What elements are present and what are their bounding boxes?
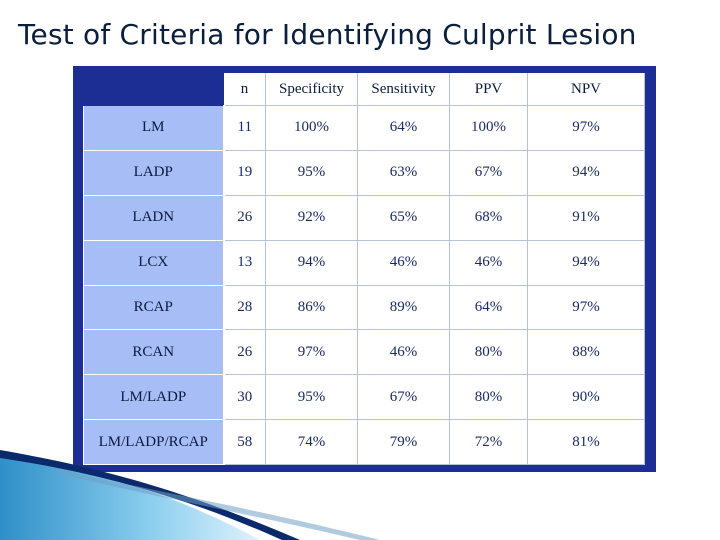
cell-n: 28	[223, 284, 266, 331]
cell-npv: 97%	[527, 284, 645, 331]
table-row: RCAP 28 86% 89% 64% 97%	[83, 284, 645, 331]
cell-sensitivity: 46%	[357, 329, 450, 376]
cell-sensitivity: 89%	[357, 284, 450, 331]
cell-ppv: 64%	[449, 284, 528, 331]
cell-n: 19	[223, 149, 266, 196]
cell-specificity: 74%	[265, 419, 358, 465]
cell-specificity: 92%	[265, 194, 358, 241]
cell-specificity: 95%	[265, 149, 358, 196]
row-label: LADP	[83, 149, 225, 196]
cell-npv: 97%	[527, 105, 645, 151]
cell-specificity: 95%	[265, 374, 358, 421]
table-row: RCAN 26 97% 46% 80% 88%	[83, 329, 645, 376]
cell-ppv: 68%	[449, 194, 528, 241]
cell-sensitivity: 67%	[357, 374, 450, 421]
cell-sensitivity: 63%	[357, 149, 450, 196]
row-label: LM	[83, 105, 225, 151]
cell-ppv: 72%	[449, 419, 528, 465]
cell-ppv: 46%	[449, 239, 528, 286]
header-corner	[83, 73, 224, 106]
cell-specificity: 86%	[265, 284, 358, 331]
table-row: LADN 26 92% 65% 68% 91%	[83, 194, 645, 241]
cell-specificity: 100%	[265, 105, 358, 151]
table-row: LM/LADP 30 95% 67% 80% 90%	[83, 374, 645, 421]
cell-n: 30	[223, 374, 266, 421]
cell-npv: 94%	[527, 239, 645, 286]
table-row: LCX 13 94% 46% 46% 94%	[83, 239, 645, 286]
cell-sensitivity: 79%	[357, 419, 450, 465]
row-label: LM/LADP	[83, 374, 225, 421]
cell-n: 26	[223, 194, 266, 241]
table-row: LM 11 100% 64% 100% 97%	[83, 105, 645, 151]
decorative-swoosh	[0, 450, 380, 540]
cell-specificity: 94%	[265, 239, 358, 286]
cell-npv: 91%	[527, 194, 645, 241]
cell-sensitivity: 64%	[357, 105, 450, 151]
row-label: LM/LADP/RCAP	[83, 419, 225, 465]
column-header-specificity: Specificity	[265, 73, 358, 106]
cell-npv: 88%	[527, 329, 645, 376]
cell-ppv: 67%	[449, 149, 528, 196]
row-label: RCAP	[83, 284, 225, 331]
table-frame: n Specificity Sensitivity PPV NPV LM 11 …	[73, 66, 656, 472]
cell-ppv: 80%	[449, 374, 528, 421]
cell-npv: 81%	[527, 419, 645, 465]
slide-title: Test of Criteria for Identifying Culprit…	[18, 18, 637, 51]
column-header-sensitivity: Sensitivity	[357, 73, 450, 106]
header-row: n Specificity Sensitivity PPV NPV	[83, 73, 645, 106]
column-header-n: n	[223, 73, 266, 106]
table-row: LM/LADP/RCAP 58 74% 79% 72% 81%	[83, 419, 645, 465]
cell-npv: 90%	[527, 374, 645, 421]
row-label: LCX	[83, 239, 225, 286]
row-label: RCAN	[83, 329, 225, 376]
criteria-table: n Specificity Sensitivity PPV NPV LM 11 …	[83, 73, 645, 465]
cell-ppv: 100%	[449, 105, 528, 151]
column-header-npv: NPV	[527, 73, 645, 106]
cell-n: 11	[223, 105, 266, 151]
cell-ppv: 80%	[449, 329, 528, 376]
cell-n: 13	[223, 239, 266, 286]
row-label: LADN	[83, 194, 225, 241]
cell-n: 58	[223, 419, 266, 465]
cell-n: 26	[223, 329, 266, 376]
cell-npv: 94%	[527, 149, 645, 196]
cell-sensitivity: 65%	[357, 194, 450, 241]
table-row: LADP 19 95% 63% 67% 94%	[83, 149, 645, 196]
column-header-ppv: PPV	[449, 73, 528, 106]
cell-sensitivity: 46%	[357, 239, 450, 286]
cell-specificity: 97%	[265, 329, 358, 376]
